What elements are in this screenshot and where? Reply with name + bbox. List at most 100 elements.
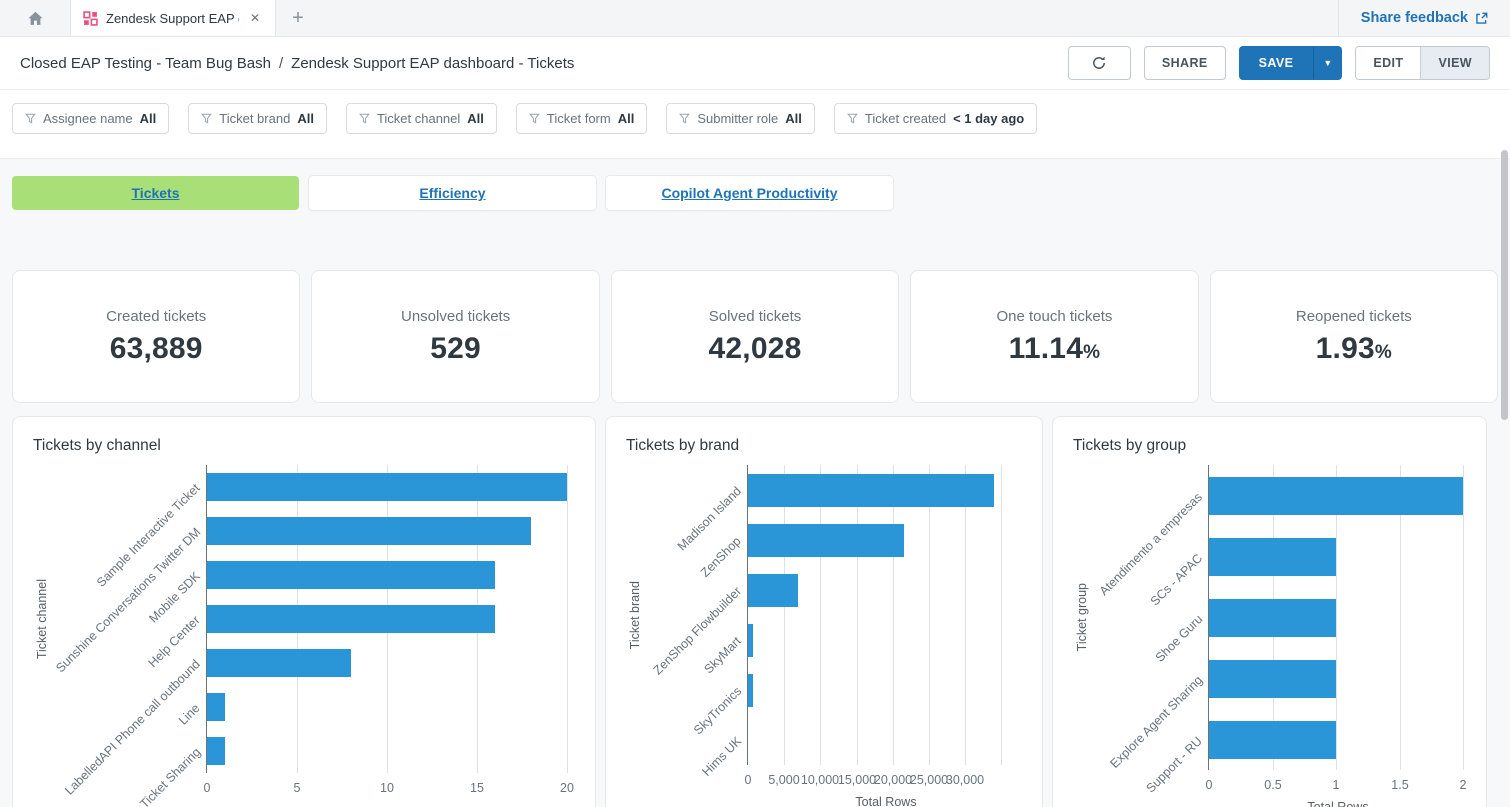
- x-tick-label: 5: [294, 781, 301, 795]
- tab-close-icon[interactable]: ✕: [247, 9, 263, 27]
- filter-chip-assignee-name[interactable]: Assignee name All: [12, 103, 169, 134]
- kpi-card-unsolved-tickets: Unsolved tickets529: [311, 270, 599, 403]
- y-axis-title: Ticket channel: [35, 579, 49, 659]
- home-button[interactable]: [0, 0, 70, 36]
- bar-line[interactable]: [207, 693, 225, 721]
- filter-label: Assignee name: [43, 111, 133, 126]
- chart-card-tickets-by-group: Tickets by groupTicket groupAtendimento …: [1052, 416, 1487, 807]
- bar-mobile-sdk[interactable]: [207, 561, 495, 589]
- new-tab-button[interactable]: +: [276, 0, 320, 36]
- bar-ticket-sharing[interactable]: [207, 737, 225, 765]
- kpi-label: Solved tickets: [709, 308, 802, 325]
- filter-value: < 1 day ago: [953, 111, 1024, 126]
- breadcrumb-dashboard: Zendesk Support EAP dashboard - Tickets: [291, 55, 574, 72]
- share-feedback-label: Share feedback: [1361, 10, 1468, 26]
- bar-sample-interactive-ticket[interactable]: [207, 473, 567, 501]
- x-tick-label: 5,000: [768, 773, 799, 787]
- bar-sunshine-conversations-twitter-dm[interactable]: [207, 517, 531, 545]
- category-label: ZenShop Flowbuilder: [651, 584, 744, 677]
- charts-row: Tickets by channel Ticket channelSample I…: [12, 416, 1498, 807]
- plot: Atendimento a empresasSCs - APACShoe Gur…: [1208, 465, 1466, 770]
- bar-scs-apac[interactable]: [1209, 538, 1336, 576]
- save-caret-button[interactable]: ▼: [1313, 46, 1342, 80]
- kpi-row: Created tickets63,889Unsolved tickets529…: [12, 270, 1498, 403]
- bar-atendimento-a-empresas[interactable]: [1209, 477, 1463, 515]
- category-label: SCs - APAC: [1148, 551, 1205, 608]
- category-label: Shoe Guru: [1152, 612, 1205, 665]
- dashboard-header: Closed EAP Testing - Team Bug Bash / Zen…: [0, 37, 1510, 90]
- plus-icon: +: [292, 7, 304, 30]
- x-tick-label: 0: [204, 781, 211, 795]
- chart-title: Tickets by channel: [33, 437, 575, 455]
- refresh-icon: [1091, 55, 1107, 71]
- bar-madison-island[interactable]: [748, 474, 994, 507]
- gridline: [965, 465, 966, 765]
- kpi-value-suffix: %: [1375, 342, 1392, 363]
- filter-chip-ticket-created[interactable]: Ticket created< 1 day ago: [834, 103, 1037, 134]
- x-tick-label: 30,000: [946, 773, 984, 787]
- chart-plot-area: Ticket channelSample Interactive TicketS…: [33, 465, 575, 807]
- funnel-icon: [201, 113, 212, 124]
- category-label: ZenShop: [698, 534, 744, 580]
- kpi-value: 11.14%: [1009, 332, 1101, 366]
- bar-skymart[interactable]: [748, 624, 753, 657]
- save-button[interactable]: SAVE: [1239, 46, 1314, 80]
- filter-value: All: [140, 111, 157, 126]
- view-button[interactable]: VIEW: [1420, 47, 1489, 79]
- gridline: [820, 465, 821, 765]
- category-label: Ticket Sharing: [137, 745, 203, 807]
- kpi-value-suffix: %: [1083, 342, 1100, 363]
- share-feedback-link[interactable]: Share feedback: [1338, 0, 1510, 36]
- dashboard-grid-icon: [83, 11, 98, 26]
- filter-chip-ticket-form[interactable]: Ticket formAll: [516, 103, 647, 134]
- filter-value: All: [467, 111, 484, 126]
- funnel-icon: [679, 113, 690, 124]
- x-tick-label: 0: [1206, 778, 1213, 792]
- bar-support-ru[interactable]: [1209, 721, 1336, 759]
- gridline: [1463, 465, 1464, 770]
- bar-zenshop-flowbuilder[interactable]: [748, 574, 798, 607]
- filter-label: Ticket brand: [219, 111, 290, 126]
- bar-explore-agent-sharing[interactable]: [1209, 660, 1336, 698]
- filter-bar: Assignee nameAllTicket brandAllTicket ch…: [0, 90, 1510, 159]
- filter-chip-ticket-channel[interactable]: Ticket channel All: [346, 103, 497, 134]
- x-axis-title: Total Rows: [1307, 800, 1368, 807]
- share-button[interactable]: SHARE: [1144, 46, 1226, 80]
- bar-shoe-guru[interactable]: [1209, 599, 1336, 637]
- x-tick-label: 0.5: [1264, 778, 1281, 792]
- bar-zenshop[interactable]: [748, 524, 904, 557]
- bar-help-center[interactable]: [207, 605, 495, 633]
- bar-skytronics[interactable]: [748, 674, 753, 707]
- y-axis-title-box: Ticket brand: [626, 465, 644, 765]
- filter-label: Ticket form: [547, 111, 611, 126]
- funnel-icon: [847, 113, 858, 124]
- y-axis-title-box: Ticket channel: [33, 465, 51, 773]
- funnel-icon: [25, 113, 36, 124]
- x-tick-label: 20,000: [874, 773, 912, 787]
- dashboard-tab-copilot-agent-productivity[interactable]: Copilot Agent Productivity: [606, 176, 893, 210]
- x-tick-label: 15: [470, 781, 484, 795]
- x-tick-label: 10,000: [801, 773, 839, 787]
- filter-chip-submitter-role[interactable]: Submitter roleAll: [666, 103, 815, 134]
- kpi-value: 529: [430, 332, 481, 366]
- dashboard-tab-efficiency[interactable]: Efficiency: [309, 176, 596, 210]
- gridline: [784, 465, 785, 765]
- kpi-card-created-tickets: Created tickets63,889: [12, 270, 300, 403]
- kpi-value: 63,889: [110, 332, 203, 366]
- app-tab[interactable]: Zendesk Support EAP da... ✕: [70, 0, 276, 36]
- kpi-value: 42,028: [709, 332, 802, 366]
- scrollbar-thumb[interactable]: [1501, 150, 1508, 420]
- kpi-card-reopened-tickets: Reopened tickets1.93%: [1210, 270, 1498, 403]
- refresh-button[interactable]: [1068, 46, 1131, 80]
- tab-title: Zendesk Support EAP da...: [106, 11, 239, 26]
- filter-chip-ticket-brand[interactable]: Ticket brandAll: [188, 103, 327, 134]
- filter-value: All: [785, 111, 802, 126]
- chart-card-tickets-by-brand: Tickets by brandTicket brandMadison Isla…: [605, 416, 1043, 807]
- gridline: [857, 465, 858, 765]
- x-tick-label: 25,000: [910, 773, 948, 787]
- bar-labelledapi-phone-call-outbound[interactable]: [207, 649, 351, 677]
- dashboard-tab-tickets[interactable]: Tickets: [12, 176, 299, 210]
- edit-button[interactable]: EDIT: [1356, 47, 1420, 79]
- breadcrumb-workspace[interactable]: Closed EAP Testing - Team Bug Bash: [20, 55, 271, 72]
- filter-label: Ticket channel: [377, 111, 460, 126]
